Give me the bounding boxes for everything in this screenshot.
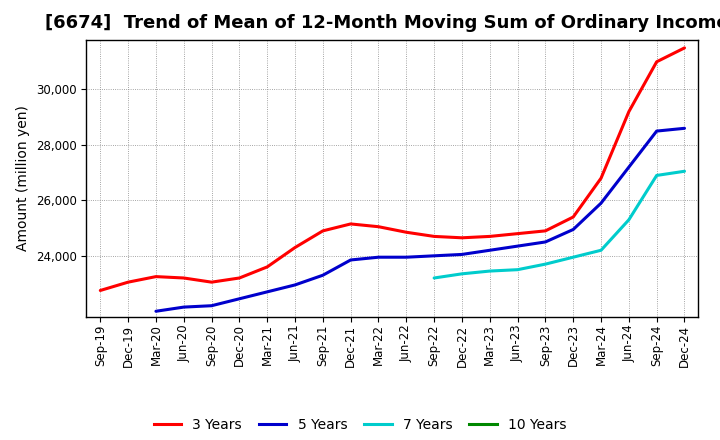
7 Years <box>485 268 494 274</box>
3 Years <box>207 279 216 285</box>
Legend: 3 Years, 5 Years, 7 Years, 10 Years: 3 Years, 5 Years, 7 Years, 10 Years <box>148 412 572 437</box>
Y-axis label: Amount (million yen): Amount (million yen) <box>17 105 30 251</box>
7 Years <box>624 217 633 222</box>
3 Years <box>291 245 300 250</box>
3 Years <box>569 214 577 220</box>
3 Years <box>235 275 243 281</box>
5 Years <box>430 253 438 258</box>
5 Years <box>318 273 327 278</box>
3 Years <box>374 224 383 229</box>
5 Years <box>541 239 550 245</box>
Line: 7 Years: 7 Years <box>434 171 685 278</box>
3 Years <box>263 264 271 270</box>
3 Years <box>124 279 132 285</box>
5 Years <box>263 289 271 294</box>
3 Years <box>458 235 467 240</box>
3 Years <box>485 234 494 239</box>
5 Years <box>458 252 467 257</box>
3 Years <box>179 275 188 281</box>
7 Years <box>597 248 606 253</box>
5 Years <box>207 303 216 308</box>
3 Years <box>96 288 104 293</box>
3 Years <box>597 176 606 181</box>
5 Years <box>235 296 243 301</box>
5 Years <box>652 128 661 134</box>
3 Years <box>346 221 355 227</box>
Line: 5 Years: 5 Years <box>156 128 685 311</box>
5 Years <box>597 201 606 206</box>
3 Years <box>430 234 438 239</box>
7 Years <box>513 267 522 272</box>
5 Years <box>402 255 410 260</box>
3 Years <box>513 231 522 236</box>
3 Years <box>680 45 689 51</box>
7 Years <box>430 275 438 281</box>
5 Years <box>291 282 300 288</box>
3 Years <box>541 228 550 234</box>
5 Years <box>179 304 188 310</box>
7 Years <box>569 255 577 260</box>
7 Years <box>458 271 467 276</box>
7 Years <box>541 261 550 267</box>
5 Years <box>569 227 577 232</box>
7 Years <box>652 173 661 178</box>
3 Years <box>152 274 161 279</box>
5 Years <box>680 126 689 131</box>
5 Years <box>513 243 522 249</box>
Line: 3 Years: 3 Years <box>100 48 685 290</box>
3 Years <box>652 59 661 64</box>
5 Years <box>152 308 161 314</box>
3 Years <box>624 109 633 114</box>
7 Years <box>680 169 689 174</box>
3 Years <box>402 230 410 235</box>
5 Years <box>624 165 633 170</box>
3 Years <box>318 228 327 234</box>
5 Years <box>485 248 494 253</box>
5 Years <box>346 257 355 263</box>
5 Years <box>374 255 383 260</box>
Title: [6674]  Trend of Mean of 12-Month Moving Sum of Ordinary Incomes: [6674] Trend of Mean of 12-Month Moving … <box>45 15 720 33</box>
